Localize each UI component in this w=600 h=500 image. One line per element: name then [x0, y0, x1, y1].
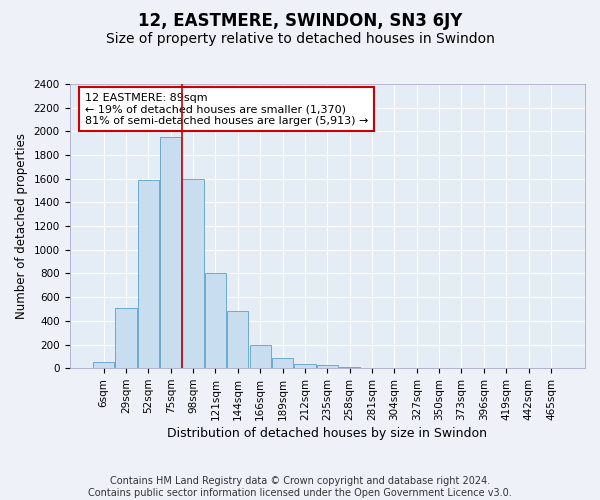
- Text: Size of property relative to detached houses in Swindon: Size of property relative to detached ho…: [106, 32, 494, 46]
- Bar: [137, 180, 159, 368]
- Bar: [227, 312, 248, 368]
- Text: 12 EASTMERE: 89sqm
← 19% of detached houses are smaller (1,370)
81% of semi-deta: 12 EASTMERE: 89sqm ← 19% of detached hou…: [85, 92, 368, 126]
- Text: Contains HM Land Registry data © Crown copyright and database right 2024.
Contai: Contains HM Land Registry data © Crown c…: [88, 476, 512, 498]
- Bar: [294, 364, 316, 368]
- Bar: [317, 365, 338, 368]
- Bar: [93, 362, 114, 368]
- Bar: [182, 178, 203, 368]
- Bar: [272, 358, 293, 368]
- Bar: [160, 138, 181, 368]
- Y-axis label: Number of detached properties: Number of detached properties: [15, 133, 28, 319]
- X-axis label: Distribution of detached houses by size in Swindon: Distribution of detached houses by size …: [167, 427, 487, 440]
- Bar: [339, 367, 360, 368]
- Text: 12, EASTMERE, SWINDON, SN3 6JY: 12, EASTMERE, SWINDON, SN3 6JY: [138, 12, 462, 30]
- Bar: [205, 274, 226, 368]
- Bar: [250, 344, 271, 368]
- Bar: [115, 308, 137, 368]
